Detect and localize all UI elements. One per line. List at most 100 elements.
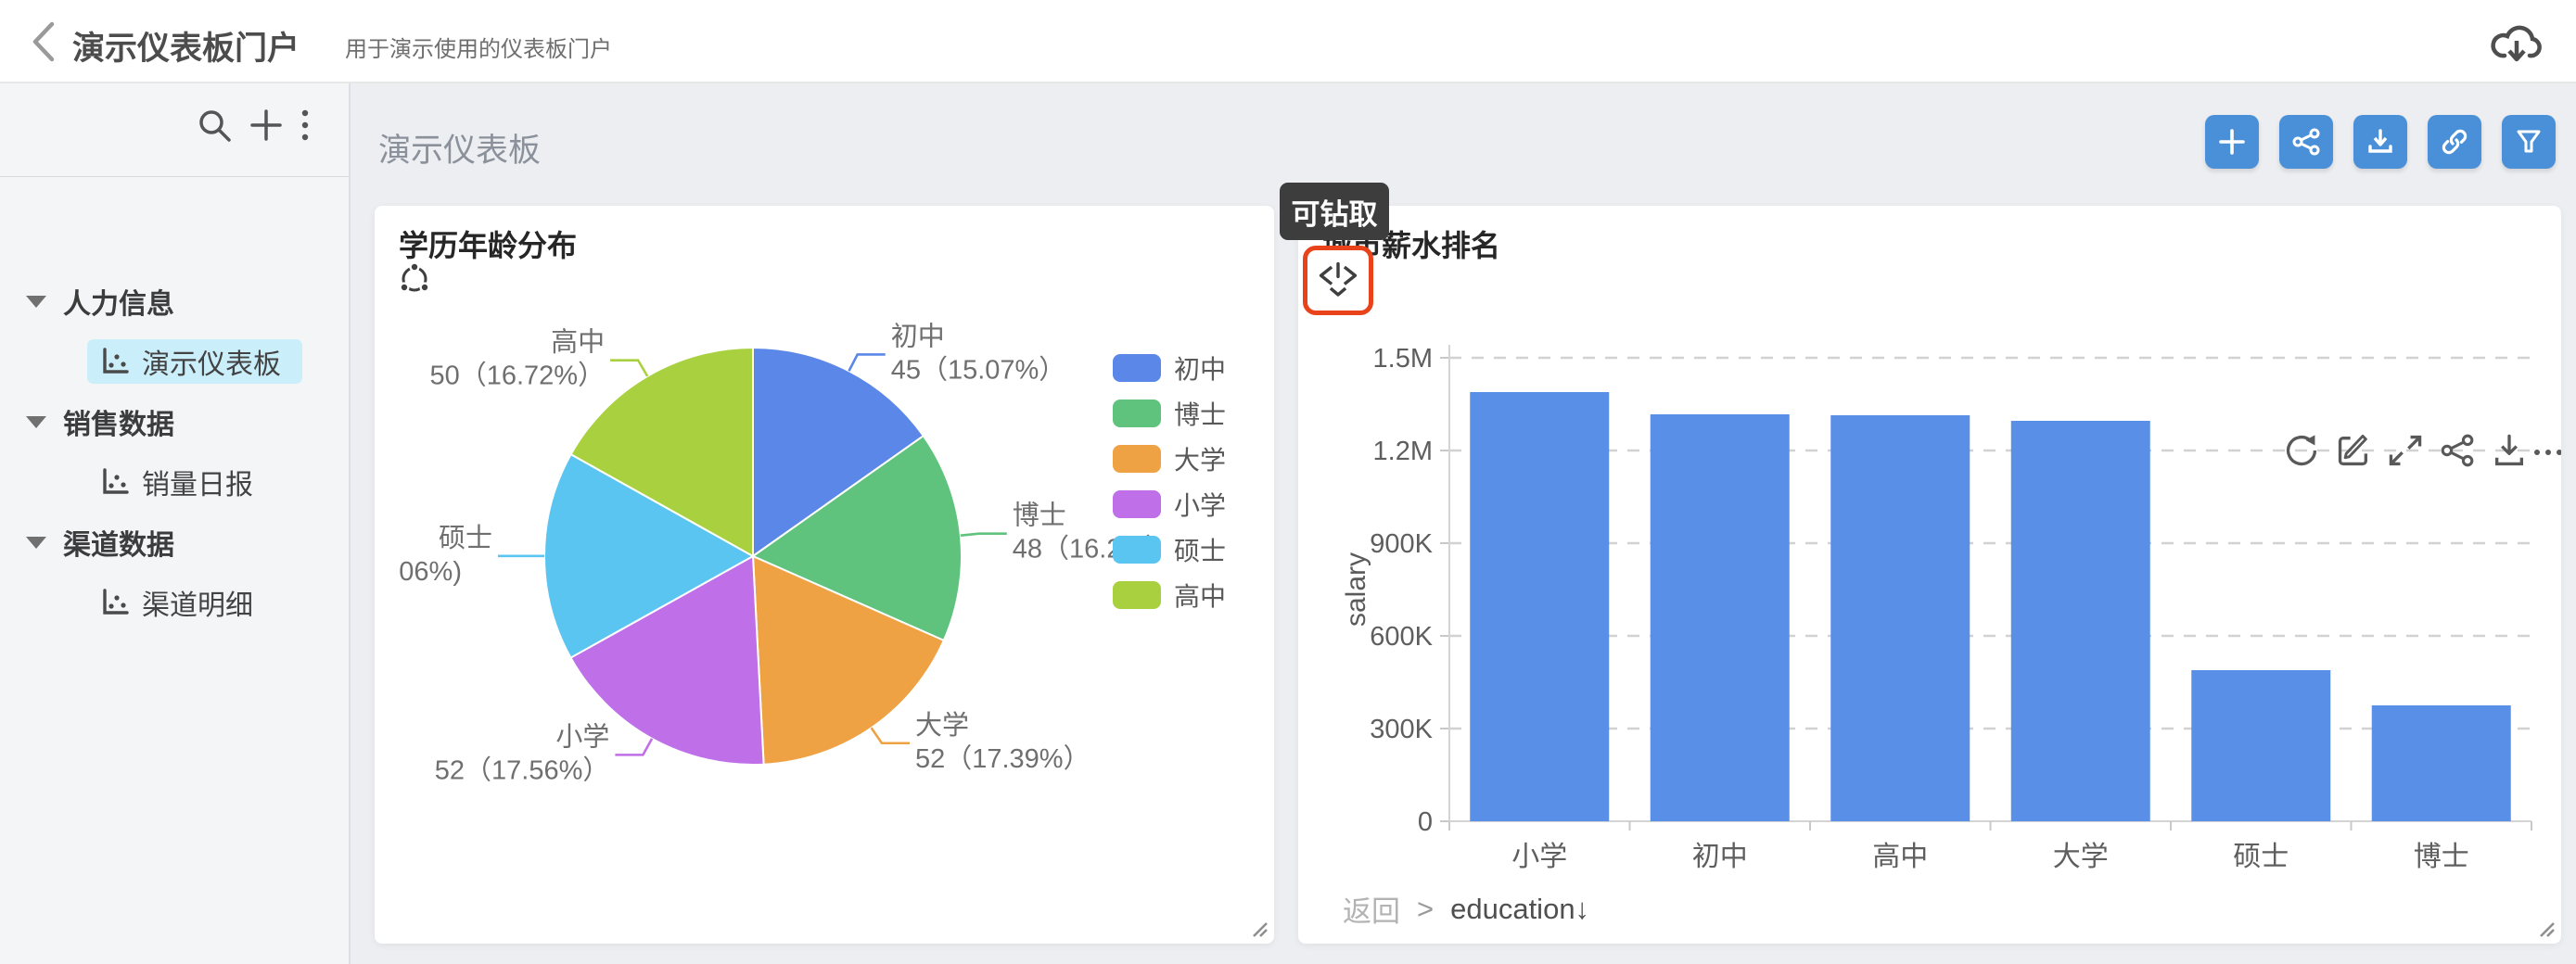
- drill-icon[interactable]: [1317, 260, 1359, 302]
- portal-title: 演示仪表板门户: [72, 31, 300, 67]
- legend-item-博士[interactable]: 博士: [1113, 395, 1226, 432]
- pie-slice-4[interactable]: [569, 554, 765, 766]
- pie-label-value: 45（15.07%）: [891, 355, 1066, 385]
- sidebar-group-hr[interactable]: 人力信息: [0, 275, 351, 327]
- sidebar-item-channel-detail[interactable]: 渠道明细: [0, 577, 351, 628]
- pie-label-name: 高中: [551, 327, 605, 358]
- bar-小学[interactable]: [1470, 392, 1610, 821]
- cloud-download-icon: [2491, 25, 2542, 62]
- back-button[interactable]: [24, 19, 65, 65]
- x-tick-label[interactable]: 小学: [1511, 842, 1567, 872]
- resize-handle[interactable]: [2535, 918, 2556, 938]
- sidebar: 人力信息 演示仪表板 销售数据 销量日报 渠道数据 渠道明细: [0, 83, 351, 964]
- pie-slice-3[interactable]: [751, 554, 946, 766]
- pie-card-title: 学历年龄分布: [399, 229, 578, 262]
- page-title: 演示仪表板: [378, 133, 542, 169]
- x-tick-label[interactable]: 硕士: [2233, 842, 2289, 872]
- sidebar-item-demo-dashboard[interactable]: 演示仪表板: [0, 336, 351, 387]
- search-icon[interactable]: [195, 106, 234, 145]
- x-tick-label[interactable]: 大学: [2053, 842, 2109, 872]
- bar-大学[interactable]: [2010, 421, 2150, 821]
- y-tick-label: 1.2M: [1373, 437, 1433, 466]
- linkage-icon[interactable]: [397, 261, 432, 297]
- y-tick-label: 300K: [1370, 715, 1433, 744]
- group-label: 人力信息: [63, 289, 174, 320]
- group-label: 渠道数据: [63, 530, 174, 561]
- x-tick-label[interactable]: 博士: [2414, 842, 2469, 872]
- drill-annotation-box: [1303, 246, 1373, 315]
- legend-swatch: [1113, 581, 1161, 609]
- legend-label: 初中: [1174, 355, 1227, 384]
- add-button[interactable]: [2205, 115, 2259, 169]
- portal-subtitle: 用于演示使用的仪表板门户: [345, 37, 612, 62]
- more-vertical-icon[interactable]: [299, 106, 312, 145]
- pie-label-name: 博士: [1013, 501, 1066, 531]
- bar-博士[interactable]: [2371, 705, 2511, 821]
- refresh-icon[interactable]: [2283, 432, 2320, 469]
- bar-硕士[interactable]: [2191, 670, 2331, 821]
- y-tick-label: 1.5M: [1373, 344, 1433, 374]
- legend-label: 小学: [1174, 491, 1227, 520]
- group-label: 销售数据: [63, 410, 174, 440]
- link-button[interactable]: [2428, 115, 2481, 169]
- pie-label-name: 初中: [891, 321, 945, 351]
- download-button[interactable]: [2353, 115, 2407, 169]
- legend-swatch: [1113, 490, 1161, 518]
- chevron-down-icon: [26, 536, 46, 549]
- legend-item-高中[interactable]: 高中: [1113, 577, 1226, 614]
- edit-icon[interactable]: [2335, 432, 2372, 469]
- legend-swatch: [1113, 445, 1161, 473]
- y-tick-label: 0: [1418, 807, 1433, 837]
- chevron-down-icon: [26, 295, 46, 308]
- legend-item-小学[interactable]: 小学: [1113, 486, 1226, 523]
- chart-icon: [103, 348, 129, 374]
- share-icon[interactable]: [2439, 432, 2476, 469]
- pie-label-leader: [615, 738, 654, 756]
- legend-swatch: [1113, 400, 1161, 427]
- legend-item-初中[interactable]: 初中: [1113, 349, 1226, 387]
- item-label: 渠道明细: [142, 590, 253, 621]
- pie-label-value: 50（16.72%）: [429, 362, 605, 391]
- x-tick-label[interactable]: 初中: [1692, 842, 1748, 872]
- app-header: 演示仪表板门户 用于演示使用的仪表板门户: [0, 0, 2576, 83]
- drillable-tooltip: 可钻取: [1280, 183, 1389, 240]
- more-icon[interactable]: [2531, 432, 2561, 469]
- legend-label: 硕士: [1174, 537, 1227, 565]
- bar-初中[interactable]: [1650, 414, 1790, 821]
- item-label: 演示仪表板: [142, 349, 281, 380]
- breadcrumb-separator: >: [1417, 892, 1435, 925]
- legend-item-大学[interactable]: 大学: [1113, 440, 1226, 477]
- pie-label-value: 06%): [399, 557, 462, 587]
- download-icon[interactable]: [2491, 432, 2528, 469]
- filter-button[interactable]: [2502, 115, 2556, 169]
- back-chevron-icon: [32, 21, 55, 62]
- drill-breadcrumb: 返回 > education↓: [1343, 888, 1589, 930]
- x-tick-label[interactable]: 高中: [1872, 842, 1928, 872]
- chart-icon: [103, 589, 129, 615]
- chart-icon: [103, 468, 129, 494]
- pie-label-value: 52（17.39%）: [915, 744, 1090, 774]
- cloud-download-button[interactable]: [2489, 17, 2544, 69]
- pie-label-name: 硕士: [439, 523, 492, 553]
- bar-高中[interactable]: [1830, 415, 1970, 821]
- pie-slice-5[interactable]: [543, 452, 756, 659]
- drill-current-level[interactable]: education↓: [1450, 892, 1590, 925]
- sidebar-item-sales-daily[interactable]: 销量日报: [0, 456, 351, 508]
- pie-label-leader: [960, 532, 1007, 537]
- pie-label-name: 大学: [915, 710, 969, 741]
- pie-label-value: 52（17.56%）: [435, 755, 610, 785]
- add-icon[interactable]: [247, 106, 286, 145]
- legend-label: 大学: [1174, 446, 1227, 475]
- selected-item-highlight: [87, 339, 302, 384]
- drill-back-button[interactable]: 返回: [1343, 895, 1400, 928]
- legend-item-硕士[interactable]: 硕士: [1113, 531, 1226, 568]
- resize-handle[interactable]: [1248, 918, 1269, 938]
- legend-label: 高中: [1174, 582, 1227, 611]
- legend-label: 博士: [1174, 400, 1227, 429]
- share-button[interactable]: [2279, 115, 2333, 169]
- expand-icon[interactable]: [2387, 432, 2424, 469]
- sidebar-group-channel[interactable]: 渠道数据: [0, 516, 351, 568]
- sidebar-group-sales[interactable]: 销售数据: [0, 396, 351, 448]
- pie-slice-2[interactable]: [750, 434, 963, 642]
- pie-label-leader: [870, 727, 910, 745]
